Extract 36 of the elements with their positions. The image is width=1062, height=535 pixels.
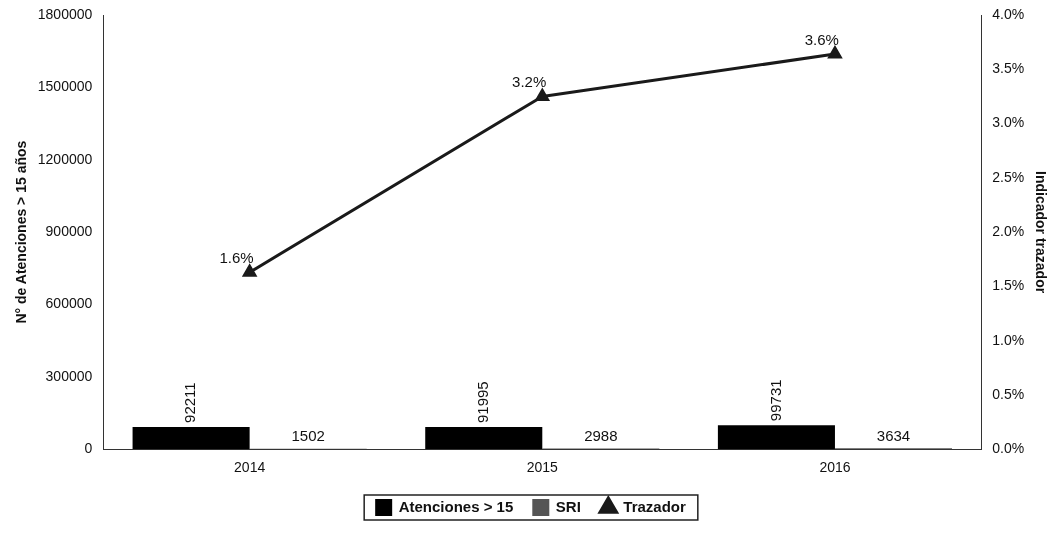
y2-tick-label: 1.0% [992, 331, 1025, 348]
y2-tick-label: 4.0% [992, 5, 1025, 22]
data-label: 3.2% [512, 73, 547, 91]
legend-label: Trazador [623, 497, 686, 515]
y2-tick-label: 0.5% [992, 385, 1025, 402]
y-tick-label: 300000 [45, 367, 93, 384]
x-tick-label: 2014 [234, 459, 266, 476]
y-tick-label: 1200000 [37, 150, 93, 167]
y-axis-title: N° de Atenciones > 15 años [13, 140, 30, 324]
y2-tick-label: 3.5% [992, 60, 1025, 77]
y2-tick-label: 3.0% [992, 114, 1025, 131]
y-tick-label: 600000 [45, 295, 93, 312]
data-label: 3634 [876, 426, 911, 444]
data-label: 92211 [181, 382, 199, 423]
data-label: 91995 [473, 381, 491, 424]
y-tick-label: 1500000 [37, 78, 93, 95]
legend-label: Atenciones > 15 [398, 497, 514, 515]
y2-tick-label: 0.0% [992, 440, 1025, 457]
y2-tick-label: 2.0% [992, 222, 1025, 239]
y2-tick-label: 2.5% [992, 168, 1025, 185]
data-label: 3.6% [804, 30, 839, 48]
y-tick-label: 0 [84, 440, 93, 457]
point [828, 46, 842, 59]
data-label: 99731 [766, 379, 784, 422]
y-tick-label: 900000 [45, 222, 93, 239]
point [535, 88, 549, 101]
y2-tick-label: 1.5% [992, 277, 1025, 294]
y-tick-label: 1800000 [37, 5, 93, 22]
data-label: 1.6% [219, 248, 254, 266]
legend-label: SRI [555, 497, 581, 515]
x-tick-label: 2016 [819, 459, 851, 476]
y2-axis-title: Indicador trazador [1032, 171, 1049, 294]
x-tick-label: 2015 [526, 459, 559, 476]
data-label: 2988 [584, 427, 618, 445]
point [242, 264, 257, 277]
data-label: 1502 [291, 427, 325, 445]
